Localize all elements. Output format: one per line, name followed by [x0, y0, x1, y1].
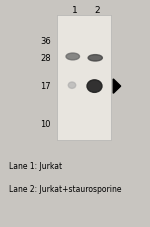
Text: 17: 17: [40, 82, 51, 91]
Text: 28: 28: [40, 53, 51, 62]
Text: 10: 10: [40, 119, 51, 128]
Ellipse shape: [68, 83, 76, 89]
Polygon shape: [113, 79, 121, 94]
Bar: [57, 16, 111, 141]
Text: Lane 2: Jurkat+staurosporine: Lane 2: Jurkat+staurosporine: [9, 184, 122, 193]
Text: Lane 1: Jurkat: Lane 1: Jurkat: [9, 161, 62, 170]
Text: 1: 1: [72, 6, 78, 15]
Ellipse shape: [66, 54, 80, 61]
Ellipse shape: [87, 81, 102, 93]
Ellipse shape: [88, 55, 102, 62]
Text: 2: 2: [95, 6, 100, 15]
Text: 36: 36: [40, 36, 51, 45]
